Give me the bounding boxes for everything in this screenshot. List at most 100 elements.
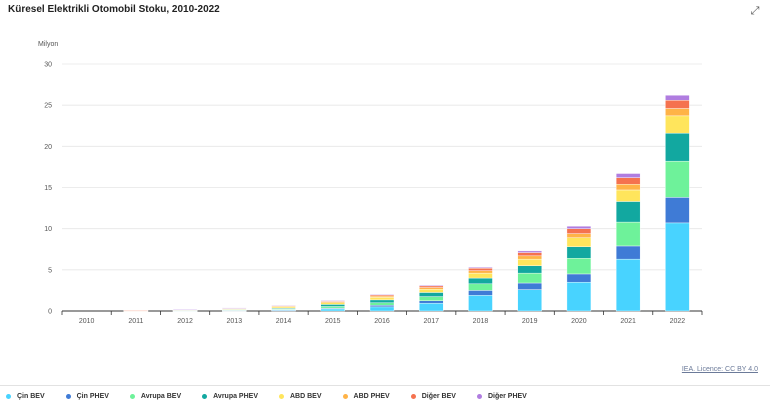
bar-segment <box>419 284 444 287</box>
legend-label: Avrupa PHEV <box>213 393 258 400</box>
x-tick-label: 2018 <box>473 318 489 325</box>
legend: Çin BEV Çin PHEV Avrupa BEV Avrupa PHEV ABD … <box>6 393 548 400</box>
legend-item[interactable]: Avrupa PHEV <box>202 393 258 400</box>
bar-segment <box>615 177 641 185</box>
bar-segment <box>468 267 493 269</box>
x-tick-label: 2022 <box>670 318 686 325</box>
legend-label: Diğer BEV <box>421 393 456 400</box>
bar-segment <box>419 288 444 293</box>
bar-segment <box>369 299 395 303</box>
bar-segment <box>566 281 592 312</box>
bar-segment <box>566 258 592 275</box>
bar-segment <box>517 289 542 312</box>
legend-item[interactable]: ABD PHEV <box>342 393 390 400</box>
bar-segment <box>566 237 592 247</box>
bar-segment <box>320 302 345 305</box>
bar-segment <box>369 305 395 308</box>
bar-segment <box>468 272 493 279</box>
bar-segment <box>468 290 493 296</box>
bar-segment <box>419 296 444 301</box>
bar-segment <box>172 309 198 311</box>
legend-marker <box>476 394 482 399</box>
legend-label: Çin PHEV <box>76 393 109 400</box>
bar-segment <box>665 108 690 117</box>
legend-marker <box>6 394 11 399</box>
bar-segment <box>566 228 592 234</box>
bar-segment <box>517 265 542 274</box>
bar-segment <box>271 304 296 306</box>
y-axis-title: Milyon <box>38 41 58 48</box>
bar-segment <box>665 197 690 224</box>
bar-segment <box>123 310 149 312</box>
legend-item[interactable]: ABD BEV <box>279 393 322 400</box>
legend-marker <box>129 394 135 399</box>
legend-label: Avrupa BEV <box>140 393 182 400</box>
bar-segment <box>419 287 444 290</box>
x-tick-label: 2016 <box>374 318 390 325</box>
expand-icon[interactable]: ⤢ <box>750 5 760 17</box>
bar-segment <box>566 233 592 238</box>
x-tick-label: 2017 <box>423 318 439 325</box>
bar-segment <box>369 295 395 298</box>
legend-item[interactable]: Diğer BEV <box>410 393 456 400</box>
bar-segment <box>517 272 542 284</box>
legend-marker <box>202 394 208 399</box>
bar-segment <box>369 297 395 301</box>
license-link[interactable]: IEA. Licence: CC BY 4.0 <box>681 366 758 373</box>
bar-segment <box>517 282 542 290</box>
x-tick-label: 2012 <box>177 318 193 325</box>
bar-segment <box>665 115 690 134</box>
legend-label: ABD BEV <box>290 393 322 400</box>
bar-segment <box>468 267 493 271</box>
bar-segment <box>468 270 493 274</box>
bar-segment <box>665 222 690 312</box>
bar-segment <box>419 300 444 304</box>
bar-segment <box>566 273 592 283</box>
y-tick-label: 20 <box>44 144 52 151</box>
x-tick-label: 2010 <box>79 318 95 325</box>
chart-title: Küresel Elektrikli Otomobil Stoku, 2010-… <box>8 4 220 15</box>
legend-marker <box>410 394 416 399</box>
bar-segment <box>665 132 690 162</box>
bar-segment <box>369 306 395 312</box>
bar-segment <box>665 160 690 198</box>
x-tick-label: 2011 <box>128 318 143 325</box>
legend-label: Diğer PHEV <box>487 393 527 400</box>
legend-label: Çin BEV <box>17 393 45 400</box>
bar-segment <box>320 308 345 312</box>
x-tick-label: 2014 <box>276 318 292 325</box>
legend-marker <box>279 394 284 399</box>
bar-segment <box>665 95 690 101</box>
bar-segment <box>566 225 592 229</box>
bar-segment <box>320 300 345 302</box>
x-tick-label: 2019 <box>522 318 538 325</box>
y-tick-label: 10 <box>44 226 52 233</box>
x-tick-label: 2020 <box>571 318 587 325</box>
bar-segment <box>419 292 444 297</box>
legend-item[interactable]: Çin PHEV <box>65 393 109 400</box>
legend-item[interactable]: Avrupa BEV <box>129 393 182 400</box>
legend-marker <box>65 394 71 399</box>
bar-segment <box>665 100 690 109</box>
bar-segment <box>517 250 542 253</box>
y-tick-label: 5 <box>48 267 52 274</box>
bar-segment <box>615 184 641 191</box>
legend-item[interactable]: Çin BEV <box>6 393 45 400</box>
bar-segment <box>517 252 542 257</box>
legend-item[interactable]: Diğer PHEV <box>476 393 527 400</box>
bar-segment <box>468 277 493 285</box>
legend-label: ABD PHEV <box>353 393 390 400</box>
bar-segment <box>615 173 641 178</box>
bar-segment <box>468 295 493 312</box>
bar-segment <box>419 285 444 288</box>
x-tick-label: 2021 <box>620 318 636 325</box>
y-tick-label: 0 <box>48 309 52 316</box>
legend-marker <box>342 394 348 399</box>
x-tick-label: 2015 <box>325 318 341 325</box>
bar-segment <box>320 306 345 309</box>
bar-segment <box>615 201 641 223</box>
divider <box>0 385 770 386</box>
bar-segment <box>320 304 345 307</box>
bar-segment <box>369 294 395 296</box>
x-tick-label: 2013 <box>227 318 243 325</box>
